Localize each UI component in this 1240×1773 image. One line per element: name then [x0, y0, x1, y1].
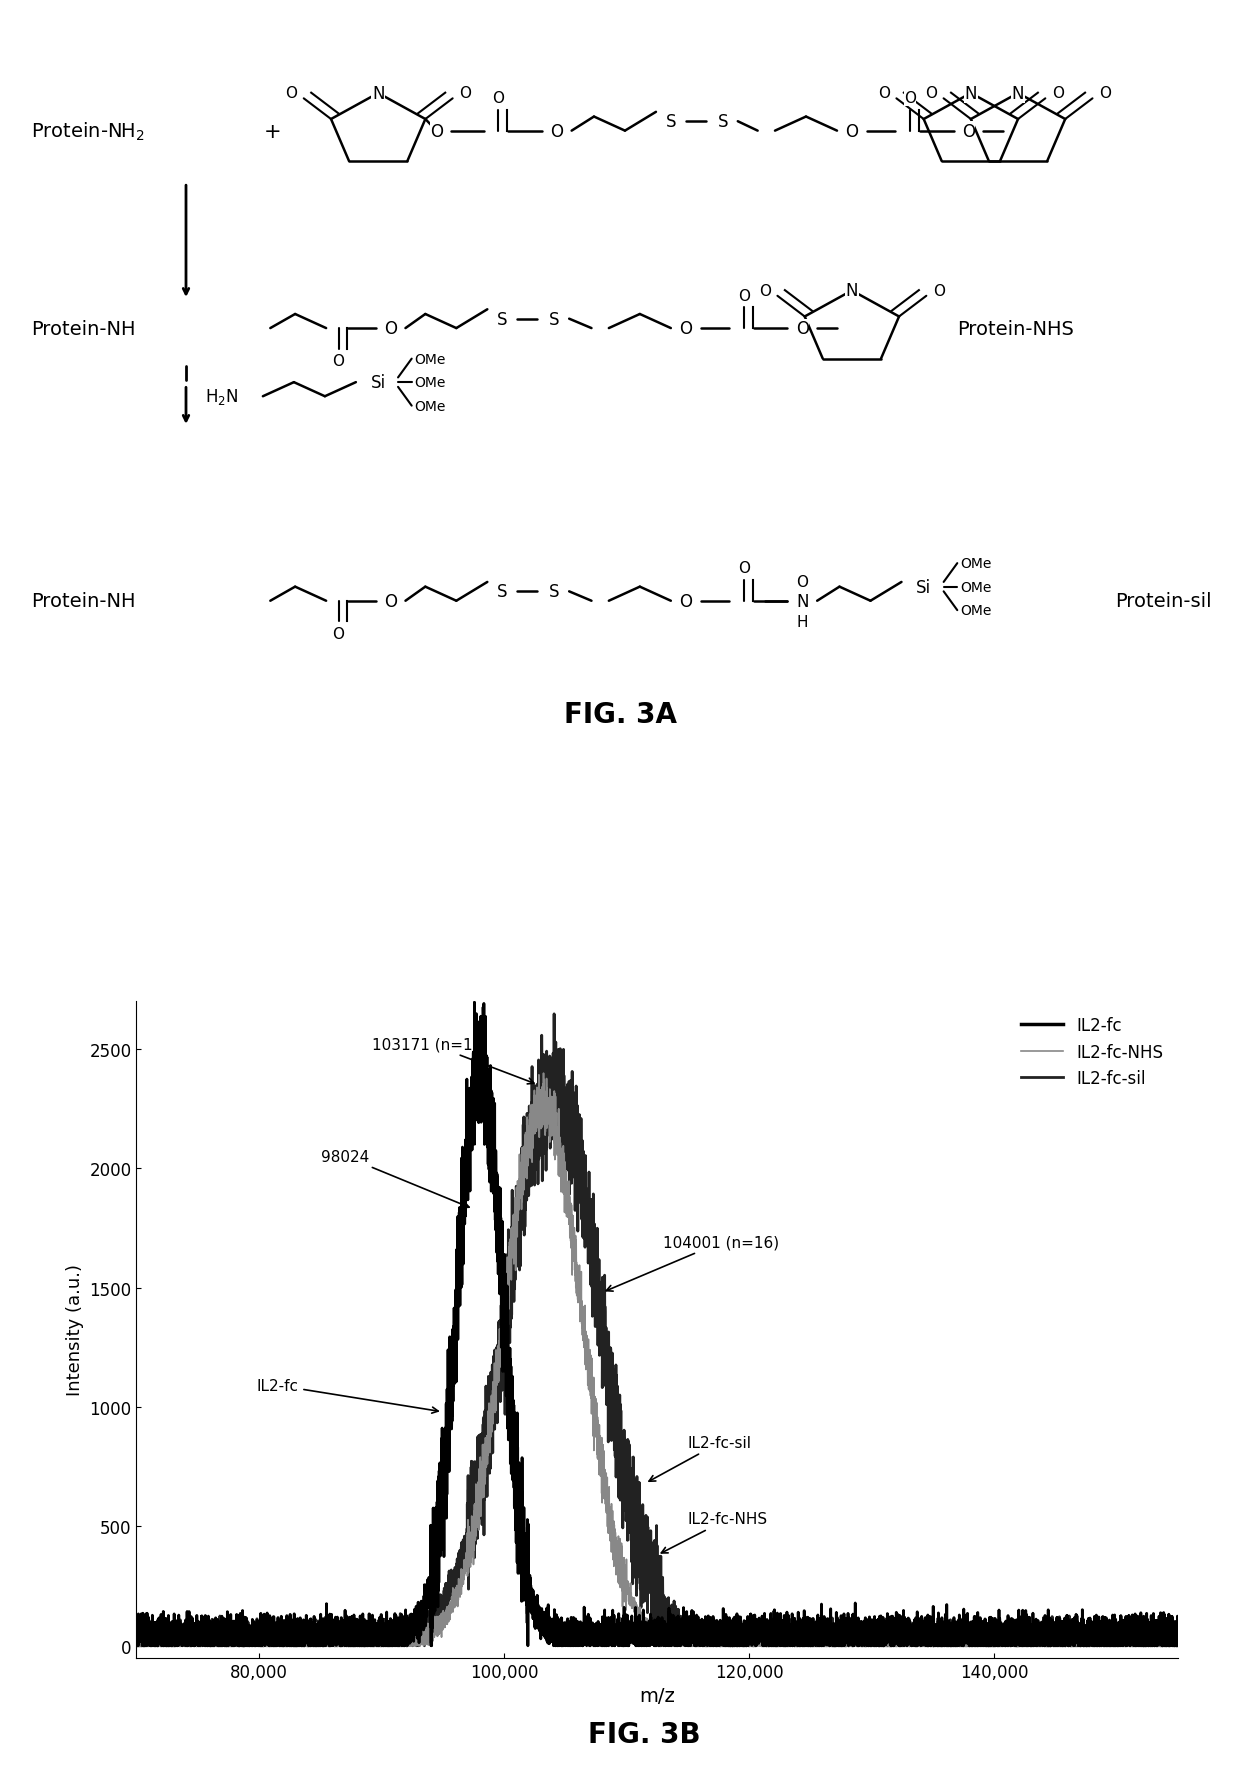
Text: O: O: [759, 284, 771, 298]
Text: O: O: [551, 122, 563, 140]
Text: S: S: [549, 310, 559, 328]
Text: Si: Si: [371, 374, 386, 392]
Text: IL2-fc-NHS: IL2-fc-NHS: [661, 1512, 768, 1553]
Text: N: N: [372, 85, 384, 103]
Text: +: +: [264, 122, 281, 142]
Text: Si: Si: [916, 578, 931, 596]
Text: N: N: [846, 282, 858, 300]
Text: Protein-NH: Protein-NH: [31, 319, 135, 339]
IL2-fc: [1171, 1624, 1185, 1645]
Text: O: O: [285, 87, 298, 101]
IL2-fc-sil: [1171, 1635, 1185, 1656]
Text: OMe: OMe: [960, 557, 991, 571]
IL2-fc-NHS: [129, 1635, 144, 1656]
Text: S: S: [718, 113, 728, 131]
Text: OMe: OMe: [960, 580, 991, 594]
Text: OMe: OMe: [414, 376, 445, 390]
IL2-fc-NHS: [1171, 1633, 1185, 1654]
IL2-fc-NHS: [129, 1628, 144, 1649]
Text: O: O: [932, 284, 945, 298]
Text: O: O: [680, 319, 692, 339]
Text: O: O: [332, 355, 345, 369]
Text: O: O: [384, 319, 397, 339]
IL2-fc-sil: [398, 1621, 413, 1642]
IL2-fc-NHS: [536, 1062, 551, 1083]
IL2-fc: [129, 1635, 144, 1656]
Text: O: O: [738, 289, 750, 303]
IL2-fc-sil: [677, 1615, 692, 1636]
Text: H$_2$N: H$_2$N: [205, 387, 238, 408]
X-axis label: m/z: m/z: [640, 1686, 675, 1706]
Text: Protein-sil: Protein-sil: [1115, 592, 1211, 612]
IL2-fc: [284, 1631, 299, 1652]
Text: OMe: OMe: [960, 605, 991, 617]
IL2-fc: [662, 1633, 677, 1654]
Text: O: O: [492, 90, 505, 106]
Text: FIG. 3A: FIG. 3A: [563, 700, 677, 729]
Text: Protein-NH: Protein-NH: [31, 592, 135, 612]
IL2-fc: [467, 991, 482, 1012]
Text: IL2-fc-sil: IL2-fc-sil: [649, 1434, 751, 1482]
Text: N: N: [796, 592, 808, 610]
IL2-fc-sil: [662, 1610, 677, 1631]
Line: IL2-fc-sil: IL2-fc-sil: [136, 1014, 1178, 1645]
Text: O: O: [430, 122, 443, 140]
Text: O: O: [1052, 87, 1064, 101]
Text: S: S: [549, 583, 559, 601]
IL2-fc-NHS: [398, 1635, 413, 1656]
Text: N: N: [1012, 85, 1024, 103]
Text: O: O: [384, 592, 397, 610]
Text: 98024: 98024: [321, 1149, 469, 1207]
IL2-fc: [398, 1633, 413, 1654]
IL2-fc-NHS: [184, 1631, 198, 1652]
Legend: IL2-fc, IL2-fc-NHS, IL2-fc-sil: IL2-fc, IL2-fc-NHS, IL2-fc-sil: [1014, 1011, 1169, 1094]
Text: N: N: [965, 85, 977, 103]
IL2-fc-sil: [284, 1626, 299, 1647]
Text: S: S: [666, 113, 676, 131]
Text: 103171 (n=16): 103171 (n=16): [372, 1037, 534, 1085]
Text: O: O: [1099, 87, 1111, 101]
Text: H: H: [796, 615, 808, 629]
Text: O: O: [738, 560, 750, 576]
Line: IL2-fc: IL2-fc: [136, 1002, 1178, 1645]
Text: IL2-fc: IL2-fc: [257, 1378, 438, 1413]
Text: OMe: OMe: [414, 353, 445, 367]
IL2-fc-NHS: [677, 1626, 692, 1647]
Text: 104001 (n=16): 104001 (n=16): [606, 1234, 780, 1291]
IL2-fc-sil: [129, 1635, 144, 1656]
Line: IL2-fc-NHS: IL2-fc-NHS: [136, 1073, 1178, 1645]
IL2-fc-sil: [184, 1635, 198, 1656]
Y-axis label: Intensity (a.u.): Intensity (a.u.): [66, 1264, 84, 1395]
Text: O: O: [846, 122, 858, 140]
Text: Protein-NH$_2$: Protein-NH$_2$: [31, 121, 145, 142]
Text: FIG. 3B: FIG. 3B: [589, 1720, 701, 1748]
IL2-fc-sil: [763, 1626, 777, 1647]
Text: O: O: [878, 87, 890, 101]
IL2-fc-NHS: [662, 1621, 677, 1642]
Text: O: O: [925, 87, 937, 101]
Text: S: S: [497, 310, 507, 328]
IL2-fc: [184, 1622, 198, 1644]
Text: OMe: OMe: [414, 399, 445, 413]
Text: O: O: [680, 592, 692, 610]
IL2-fc: [677, 1631, 692, 1652]
IL2-fc-NHS: [763, 1629, 777, 1651]
IL2-fc: [763, 1629, 777, 1651]
Text: O: O: [459, 87, 471, 101]
Text: Protein-NHS: Protein-NHS: [957, 319, 1074, 339]
Text: O: O: [332, 628, 345, 642]
Text: O: O: [904, 90, 916, 106]
IL2-fc-sil: [547, 1004, 562, 1025]
IL2-fc-NHS: [284, 1628, 299, 1649]
Text: O: O: [796, 319, 808, 339]
Text: O: O: [796, 574, 808, 590]
Text: O: O: [962, 122, 975, 140]
Text: S: S: [497, 583, 507, 601]
IL2-fc: [129, 1612, 144, 1633]
